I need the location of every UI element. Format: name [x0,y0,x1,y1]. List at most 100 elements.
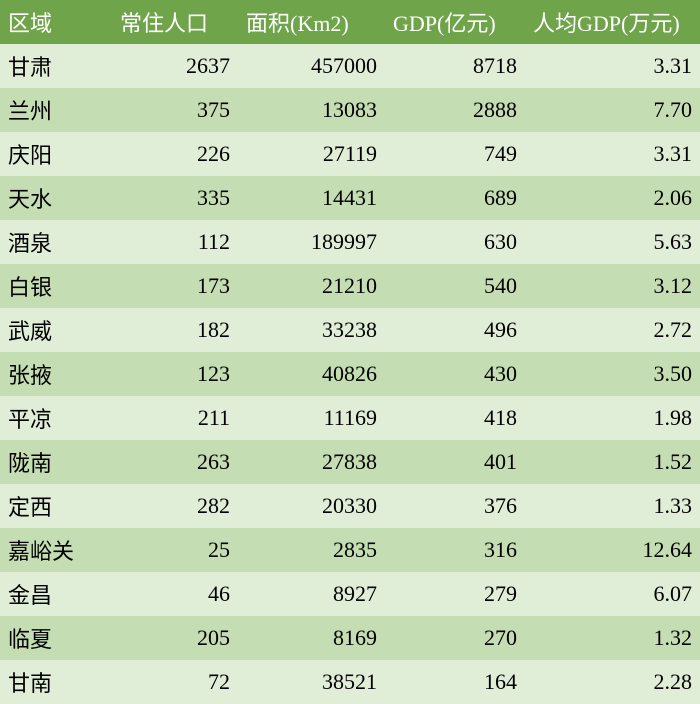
cell-area: 2835 [238,528,385,572]
table-row: 庆阳226271197493.31 [0,132,700,176]
cell-pop: 282 [112,484,238,528]
cell-pcgdp: 2.06 [525,176,700,220]
cell-pop: 2637 [112,44,238,88]
cell-pop: 375 [112,88,238,132]
cell-region: 金昌 [0,572,112,616]
cell-pop: 182 [112,308,238,352]
cell-gdp: 2888 [385,88,525,132]
cell-gdp: 496 [385,308,525,352]
cell-area: 11169 [238,396,385,440]
cell-area: 8169 [238,616,385,660]
col-header-gdp: GDP(亿元) [385,0,525,44]
cell-pcgdp: 3.31 [525,44,700,88]
cell-region: 天水 [0,176,112,220]
table-row: 甘肃263745700087183.31 [0,44,700,88]
cell-region: 张掖 [0,352,112,396]
cell-gdp: 630 [385,220,525,264]
cell-gdp: 401 [385,440,525,484]
table-row: 天水335144316892.06 [0,176,700,220]
cell-area: 13083 [238,88,385,132]
cell-gdp: 376 [385,484,525,528]
cell-pcgdp: 6.07 [525,572,700,616]
cell-gdp: 164 [385,660,525,704]
cell-gdp: 540 [385,264,525,308]
cell-region: 甘南 [0,660,112,704]
cell-region: 酒泉 [0,220,112,264]
table-header: 区域常住人口面积(Km2)GDP(亿元)人均GDP(万元) [0,0,700,44]
cell-pcgdp: 7.70 [525,88,700,132]
cell-gdp: 418 [385,396,525,440]
cell-area: 457000 [238,44,385,88]
table-row: 甘南72385211642.28 [0,660,700,704]
cell-pop: 46 [112,572,238,616]
table-row: 定西282203303761.33 [0,484,700,528]
cell-region: 白银 [0,264,112,308]
table-row: 武威182332384962.72 [0,308,700,352]
cell-gdp: 270 [385,616,525,660]
cell-pop: 72 [112,660,238,704]
cell-area: 20330 [238,484,385,528]
cell-gdp: 8718 [385,44,525,88]
cell-pop: 211 [112,396,238,440]
cell-region: 甘肃 [0,44,112,88]
table-row: 张掖123408264303.50 [0,352,700,396]
cell-pcgdp: 3.31 [525,132,700,176]
table-row: 兰州3751308328887.70 [0,88,700,132]
cell-area: 14431 [238,176,385,220]
cell-gdp: 689 [385,176,525,220]
cell-area: 8927 [238,572,385,616]
col-header-area: 面积(Km2) [238,0,385,44]
cell-pcgdp: 12.64 [525,528,700,572]
cell-region: 临夏 [0,616,112,660]
cell-pcgdp: 3.12 [525,264,700,308]
cell-gdp: 279 [385,572,525,616]
cell-pop: 226 [112,132,238,176]
cell-pcgdp: 1.52 [525,440,700,484]
col-header-pcgdp: 人均GDP(万元) [525,0,700,44]
cell-pop: 25 [112,528,238,572]
table-row: 酒泉1121899976305.63 [0,220,700,264]
cell-pop: 263 [112,440,238,484]
cell-area: 33238 [238,308,385,352]
cell-area: 189997 [238,220,385,264]
cell-region: 定西 [0,484,112,528]
cell-pcgdp: 1.32 [525,616,700,660]
cell-pop: 173 [112,264,238,308]
cell-pcgdp: 1.33 [525,484,700,528]
cell-area: 38521 [238,660,385,704]
cell-region: 武威 [0,308,112,352]
cell-pop: 123 [112,352,238,396]
cell-gdp: 316 [385,528,525,572]
cell-region: 嘉峪关 [0,528,112,572]
cell-area: 21210 [238,264,385,308]
cell-pcgdp: 3.50 [525,352,700,396]
cell-pcgdp: 2.72 [525,308,700,352]
cell-area: 40826 [238,352,385,396]
table-row: 金昌4689272796.07 [0,572,700,616]
cell-gdp: 749 [385,132,525,176]
cell-area: 27119 [238,132,385,176]
cell-region: 兰州 [0,88,112,132]
cell-region: 平凉 [0,396,112,440]
cell-pcgdp: 5.63 [525,220,700,264]
cell-pop: 205 [112,616,238,660]
table-row: 白银173212105403.12 [0,264,700,308]
col-header-pop: 常住人口 [112,0,238,44]
header-row: 区域常住人口面积(Km2)GDP(亿元)人均GDP(万元) [0,0,700,44]
table-row: 嘉峪关25283531612.64 [0,528,700,572]
cell-region: 陇南 [0,440,112,484]
table-row: 平凉211111694181.98 [0,396,700,440]
table-row: 陇南263278384011.52 [0,440,700,484]
cell-region: 庆阳 [0,132,112,176]
table-body: 甘肃263745700087183.31兰州3751308328887.70庆阳… [0,44,700,704]
cell-pop: 112 [112,220,238,264]
cell-pcgdp: 1.98 [525,396,700,440]
cell-pop: 335 [112,176,238,220]
cell-gdp: 430 [385,352,525,396]
cell-pcgdp: 2.28 [525,660,700,704]
table-row: 临夏20581692701.32 [0,616,700,660]
col-header-region: 区域 [0,0,112,44]
cell-area: 27838 [238,440,385,484]
gdp-table-container: 区域常住人口面积(Km2)GDP(亿元)人均GDP(万元) 甘肃26374570… [0,0,700,704]
gdp-table: 区域常住人口面积(Km2)GDP(亿元)人均GDP(万元) 甘肃26374570… [0,0,700,704]
